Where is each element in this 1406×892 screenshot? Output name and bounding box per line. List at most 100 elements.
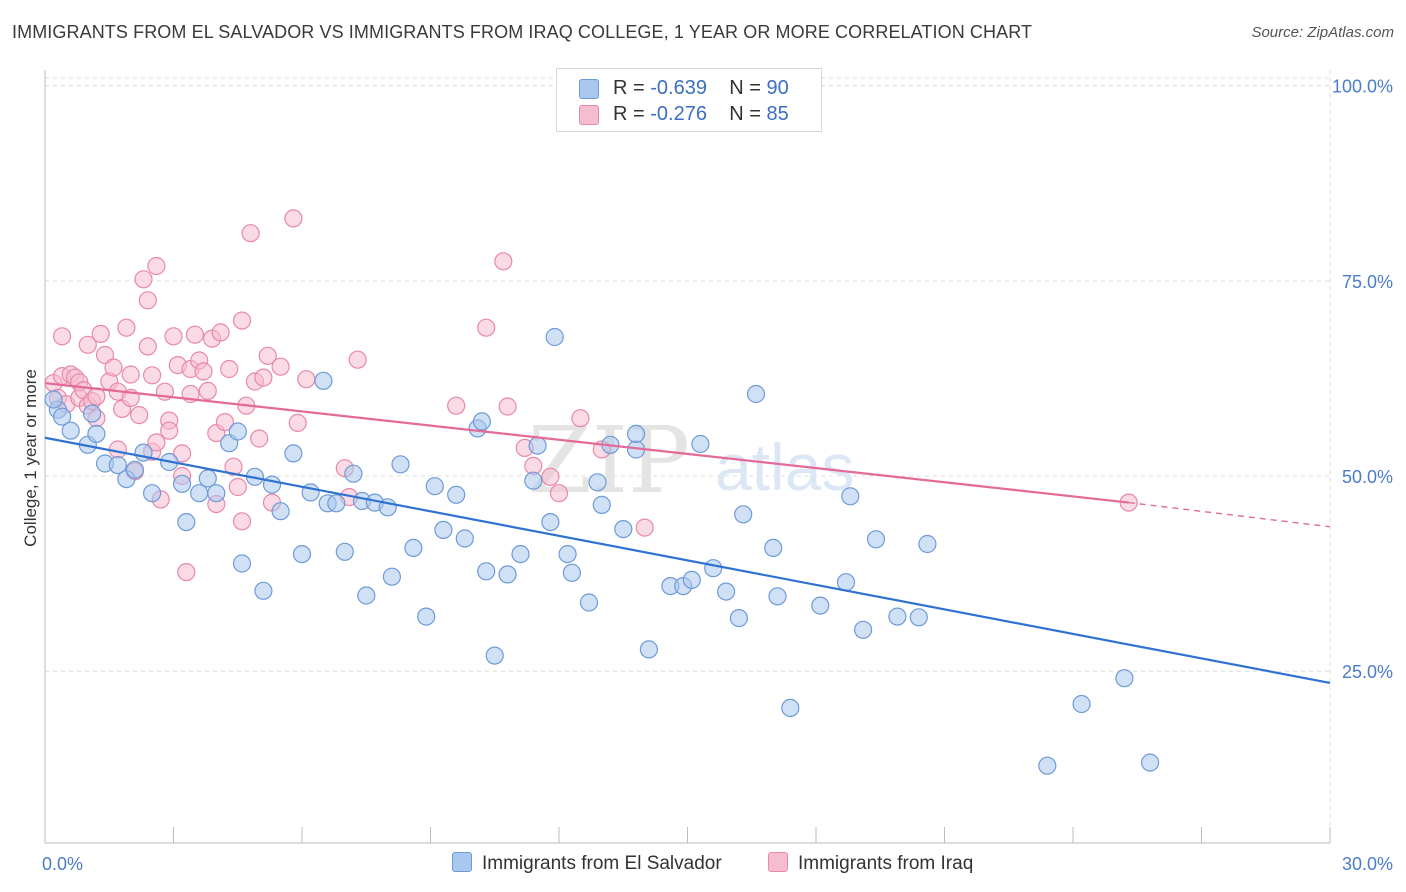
iraq-point [271, 357, 290, 376]
r-value: -0.639 [650, 77, 707, 99]
n-value: 90 [766, 77, 789, 99]
el-salvador-point [485, 646, 504, 665]
iraq-point [494, 252, 513, 271]
el-salvador-point [292, 544, 312, 564]
el-salvador-point [639, 640, 659, 659]
iraq-point [117, 318, 136, 337]
n-label: N = [729, 77, 761, 99]
iraq-point [250, 429, 269, 448]
iraq-point [147, 256, 166, 276]
el-salvador-point [558, 544, 577, 564]
el-salvador-point [190, 484, 209, 503]
iraq-point [173, 444, 192, 463]
el-salvador-point [44, 390, 63, 409]
iraq-point [160, 421, 179, 440]
iraq-point [228, 477, 247, 497]
iraq-point [138, 291, 157, 310]
el-salvador-point [541, 512, 560, 532]
el-salvador-point [511, 544, 530, 564]
el-salvador-point [108, 456, 127, 475]
el-salvador-point [382, 567, 401, 586]
el-salvador-trend-line [44, 436, 1331, 685]
el-salvador-point [314, 371, 333, 390]
el-salvador-point [746, 384, 766, 404]
el-salvador-point [588, 473, 607, 492]
iraq-point [215, 413, 234, 432]
el-salvador-point [562, 563, 582, 582]
el-salvador-point [425, 477, 444, 496]
el-salvador-point [836, 573, 856, 592]
el-salvador-point [82, 404, 102, 423]
el-salvador-point [207, 484, 226, 503]
iraq-point [185, 325, 204, 344]
n-label: N = [729, 103, 761, 125]
el-salvador-swatch [579, 79, 599, 99]
watermark-atlas: atlas [715, 430, 854, 504]
el-salvador-point [918, 534, 937, 554]
iraq-trend-line [44, 382, 1129, 504]
stats-legend: R = -0.639 N = 90 R = -0.276 N = 85 [556, 68, 822, 132]
el-salvador-point [472, 412, 491, 431]
el-salvador-point [528, 436, 547, 455]
iraq-point [284, 209, 303, 228]
el-salvador-point [811, 596, 830, 615]
iraq-point [232, 512, 252, 531]
source-note: Source: ZipAtlas.com [1251, 24, 1394, 41]
iraq-point [348, 350, 367, 369]
el-salvador-point [262, 475, 282, 494]
el-salvador-point [1140, 753, 1160, 772]
iraq-point [635, 518, 654, 537]
iraq-point [164, 327, 183, 346]
el-salvador-point [853, 620, 873, 639]
chart-title: IMMIGRANTS FROM EL SALVADOR VS IMMIGRANT… [12, 22, 1033, 42]
el-salvador-point [143, 484, 162, 503]
el-salvador-points [44, 327, 1160, 775]
iraq-point [258, 346, 277, 365]
iraq-point [498, 397, 517, 416]
el-salvador-point [764, 538, 783, 558]
el-salvador-point [447, 485, 466, 504]
iraq-swatch [579, 105, 599, 125]
el-salvador-legend-swatch [452, 852, 472, 872]
el-salvador-point [125, 460, 144, 479]
r-value: -0.276 [650, 103, 707, 125]
legend-label-el-salvador: Immigrants from El Salvador [482, 853, 722, 874]
iraq-point [134, 270, 153, 289]
el-salvador-point [682, 570, 701, 590]
iraq-point [138, 337, 157, 356]
el-salvador-point [284, 444, 303, 463]
x-tick-label: 0.0% [42, 854, 83, 874]
iraq-point [571, 409, 590, 428]
r-label: R = [613, 77, 645, 99]
el-salvador-point [768, 587, 787, 606]
el-salvador-point [524, 471, 543, 490]
el-salvador-point [232, 554, 252, 573]
el-salvador-point [228, 422, 247, 441]
iraq-point [477, 318, 496, 337]
el-salvador-point [254, 581, 273, 600]
iraq-point [121, 365, 140, 384]
el-salvador-point [177, 512, 196, 532]
r-label: R = [613, 103, 645, 125]
iraq-point [288, 413, 307, 432]
el-salvador-point [781, 698, 800, 718]
iraq-point [549, 484, 569, 503]
iraq-point [447, 396, 466, 415]
iraq-point [104, 358, 123, 377]
el-salvador-point [335, 542, 354, 561]
legend-item-el-salvador[interactable]: Immigrants from El Salvador [452, 852, 722, 875]
el-salvador-point [545, 327, 564, 347]
el-salvador-point [173, 474, 192, 493]
el-salvador-point [614, 519, 633, 539]
el-salvador-point [1072, 694, 1091, 714]
el-salvador-point [198, 469, 217, 488]
el-salvador-point [477, 562, 496, 581]
el-salvador-point [1115, 669, 1134, 688]
el-salvador-point [716, 582, 736, 601]
n-value: 85 [766, 103, 789, 125]
legend-item-iraq[interactable]: Immigrants from Iraq [768, 852, 973, 875]
iraq-point [220, 359, 239, 379]
iraq-points [44, 209, 1138, 582]
el-salvador-point [404, 538, 423, 558]
